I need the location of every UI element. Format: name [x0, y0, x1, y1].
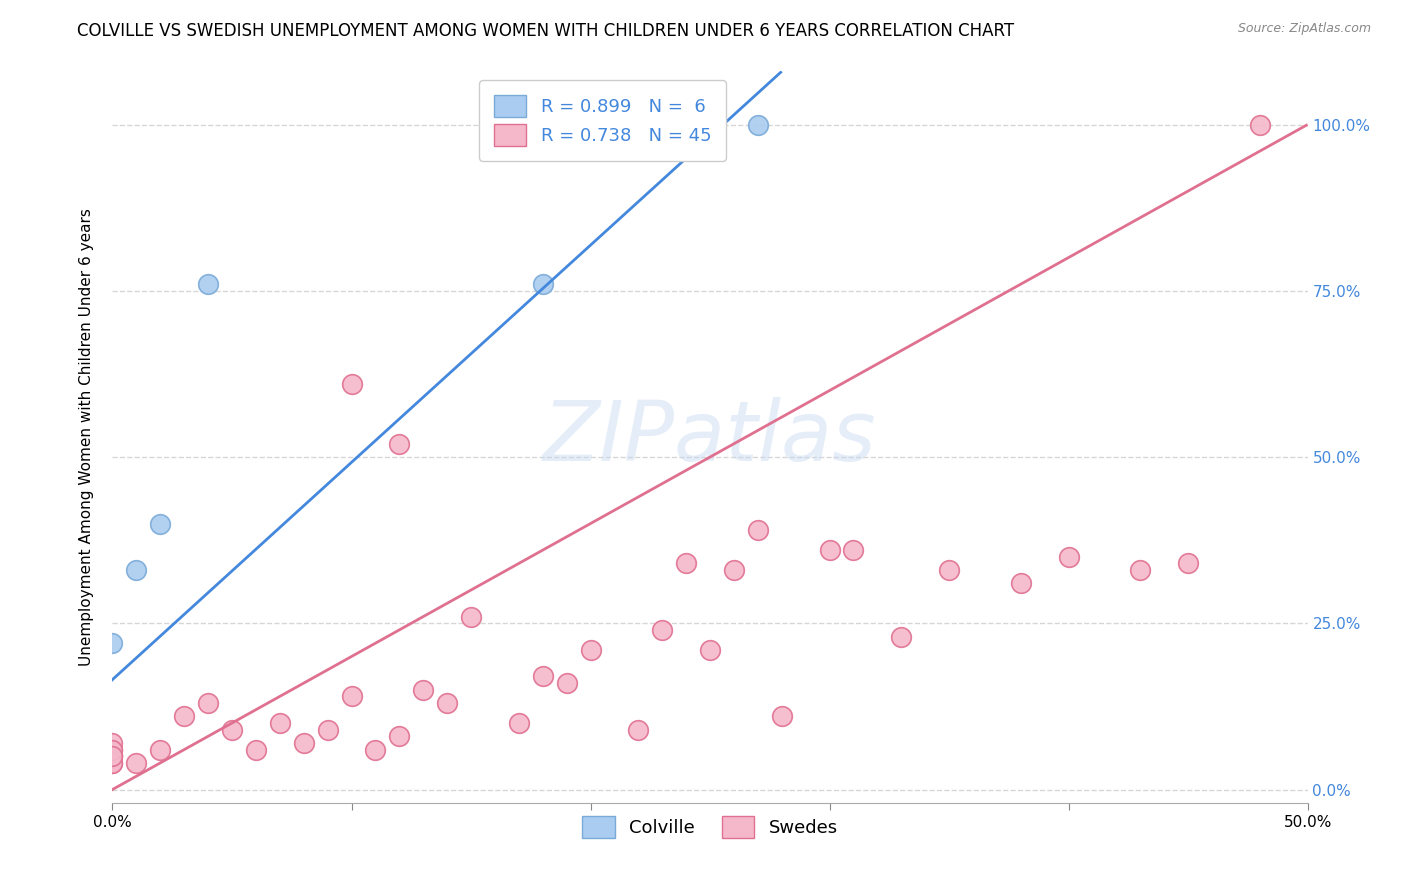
Point: [125, 756, 148, 770]
Point: [364, 742, 387, 756]
Point: [101, 749, 124, 764]
Point: [101, 736, 124, 750]
Point: [101, 756, 124, 770]
Point: [651, 623, 673, 637]
Point: [245, 742, 267, 756]
Point: [531, 669, 554, 683]
Point: [460, 609, 482, 624]
Point: [1010, 576, 1032, 591]
Point: [101, 756, 124, 770]
Point: [579, 643, 602, 657]
Point: [101, 742, 124, 756]
Point: [699, 643, 721, 657]
Text: Source: ZipAtlas.com: Source: ZipAtlas.com: [1237, 22, 1371, 36]
Point: [340, 690, 363, 704]
Point: [101, 742, 124, 756]
Point: [675, 557, 697, 571]
Point: [101, 749, 124, 764]
Point: [747, 523, 769, 537]
Point: [770, 709, 793, 723]
Legend: Colville, Swedes: Colville, Swedes: [575, 808, 845, 845]
Point: [197, 277, 219, 292]
Point: [388, 436, 411, 450]
Point: [842, 543, 865, 558]
Point: [723, 563, 745, 577]
Point: [149, 742, 172, 756]
Point: [890, 630, 912, 644]
Text: COLVILLE VS SWEDISH UNEMPLOYMENT AMONG WOMEN WITH CHILDREN UNDER 6 YEARS CORRELA: COLVILLE VS SWEDISH UNEMPLOYMENT AMONG W…: [77, 22, 1015, 40]
Text: ZIPatlas: ZIPatlas: [543, 397, 877, 477]
Y-axis label: Unemployment Among Women with Children Under 6 years: Unemployment Among Women with Children U…: [79, 208, 94, 666]
Point: [316, 723, 339, 737]
Point: [627, 723, 650, 737]
Point: [555, 676, 578, 690]
Point: [125, 563, 148, 577]
Point: [388, 729, 411, 743]
Point: [1249, 118, 1271, 132]
Point: [221, 723, 243, 737]
Point: [101, 636, 124, 650]
Point: [149, 516, 172, 531]
Point: [1129, 563, 1152, 577]
Point: [747, 118, 769, 132]
Point: [436, 696, 458, 710]
Point: [508, 716, 530, 731]
Point: [818, 543, 841, 558]
Point: [412, 682, 434, 697]
Point: [340, 376, 363, 391]
Point: [531, 277, 554, 292]
Point: [173, 709, 195, 723]
Point: [101, 749, 124, 764]
Point: [197, 696, 219, 710]
Point: [1057, 549, 1080, 564]
Point: [1177, 557, 1199, 571]
Point: [938, 563, 960, 577]
Point: [269, 716, 291, 731]
Point: [292, 736, 315, 750]
